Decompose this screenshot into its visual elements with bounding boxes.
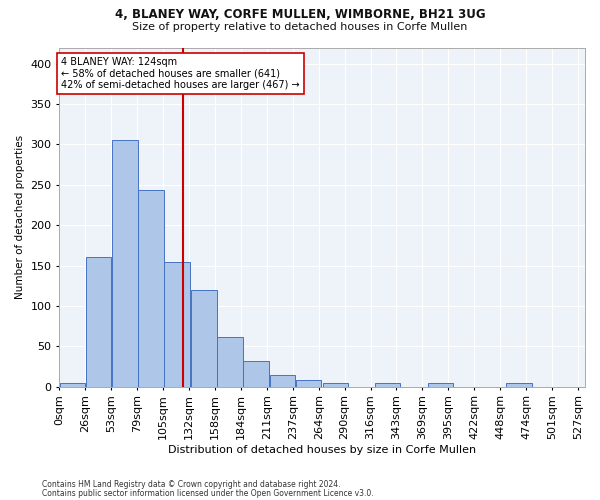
Bar (296, 380, 322, 386)
Bar (428, 384, 453, 386)
Bar (217, 336, 242, 386)
Text: Contains public sector information licensed under the Open Government Licence v3: Contains public sector information licen… (42, 488, 374, 498)
Bar (270, 374, 295, 386)
Bar (323, 384, 349, 386)
Bar (139, 190, 164, 386)
X-axis label: Distribution of detached houses by size in Corfe Mullen: Distribution of detached houses by size … (168, 445, 476, 455)
Bar (59, 382, 85, 386)
Bar (112, 140, 138, 386)
Bar (86, 258, 111, 386)
Bar (506, 384, 532, 386)
Text: Size of property relative to detached houses in Corfe Mullen: Size of property relative to detached ho… (133, 22, 467, 32)
Text: Contains HM Land Registry data © Crown copyright and database right 2024.: Contains HM Land Registry data © Crown c… (42, 480, 341, 489)
Text: 4, BLANEY WAY, CORFE MULLEN, WIMBORNE, BH21 3UG: 4, BLANEY WAY, CORFE MULLEN, WIMBORNE, B… (115, 8, 485, 20)
Bar (243, 361, 269, 386)
Bar (164, 262, 190, 386)
Bar (191, 290, 217, 386)
Bar (375, 384, 400, 386)
Y-axis label: Number of detached properties: Number of detached properties (15, 135, 25, 299)
Text: 4 BLANEY WAY: 124sqm
← 58% of detached houses are smaller (641)
42% of semi-deta: 4 BLANEY WAY: 124sqm ← 58% of detached h… (61, 57, 300, 90)
